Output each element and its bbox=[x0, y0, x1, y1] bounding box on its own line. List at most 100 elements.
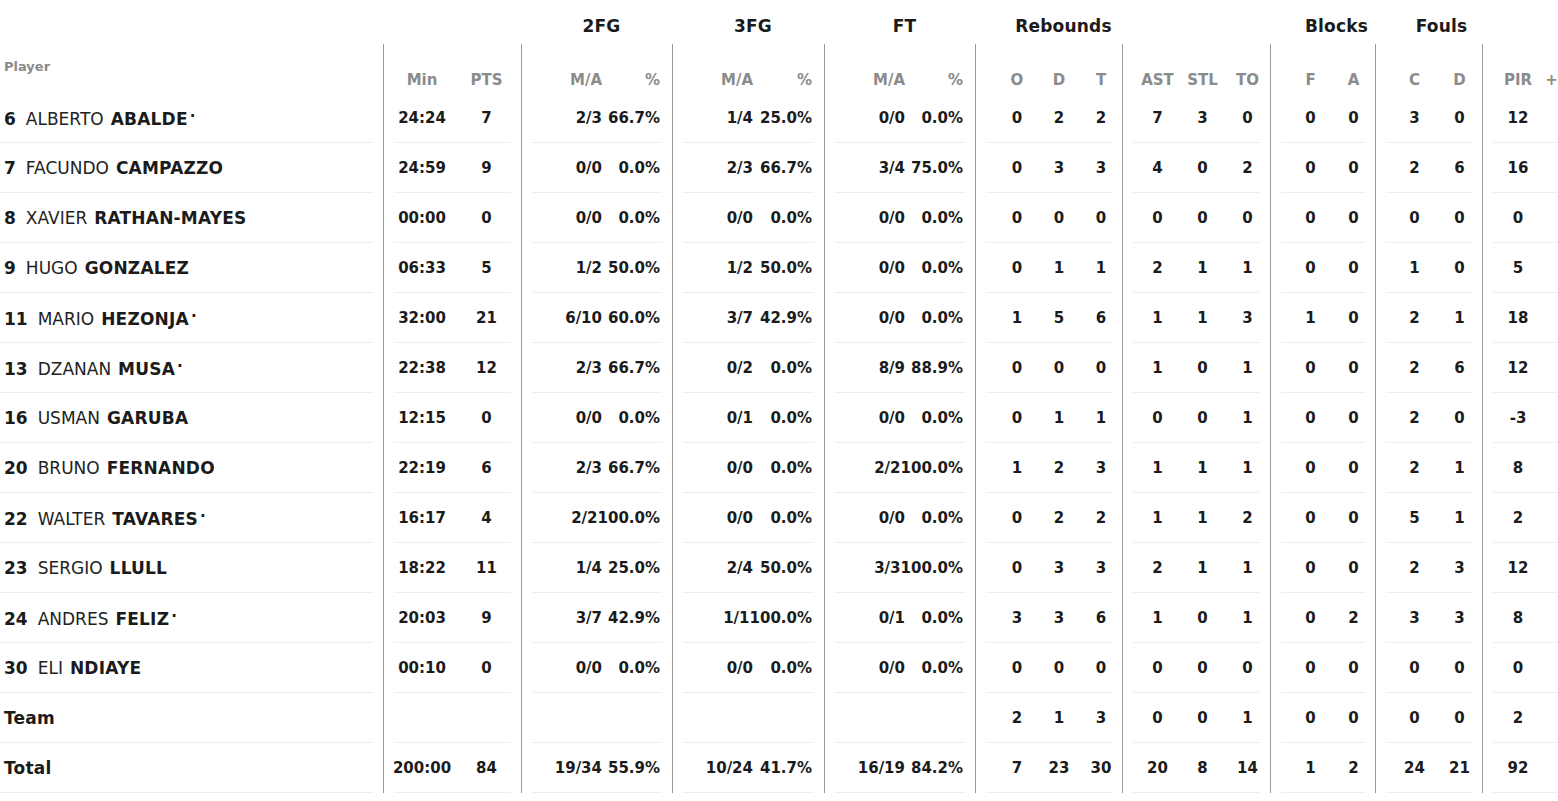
ft-percentage: 88.9% bbox=[905, 359, 975, 377]
col-header-reb-o[interactable]: O bbox=[996, 71, 1038, 89]
min-pts-cell: 18:22 11 bbox=[383, 543, 521, 593]
steals-value: 1 bbox=[1180, 559, 1225, 577]
player-cell: 22WALTERTAVARES· bbox=[0, 493, 383, 543]
col-header-min[interactable]: Min bbox=[392, 71, 452, 89]
assists-value: 2 bbox=[1135, 559, 1180, 577]
steals-value: 0 bbox=[1180, 709, 1225, 727]
min-pts-cell: 200:00 84 bbox=[383, 743, 521, 793]
assists-value: 4 bbox=[1135, 159, 1180, 177]
minutes-value: 20:03 bbox=[392, 609, 452, 627]
player-row[interactable]: 22WALTERTAVARES· 16:17 4 2/2 100.0% 0/0 … bbox=[0, 493, 1558, 543]
col-header-foul-c[interactable]: C bbox=[1392, 71, 1437, 89]
fouls-committed: 2 bbox=[1392, 459, 1437, 477]
3fg-percentage: 0.0% bbox=[753, 409, 824, 427]
col-header-reb-t[interactable]: T bbox=[1080, 71, 1122, 89]
rebounds-defensive: 2 bbox=[1038, 459, 1080, 477]
player-row[interactable]: 24ANDRESFELIZ· 20:03 9 3/7 42.9% 1/1 100… bbox=[0, 593, 1558, 643]
2fg-percentage: 100.0% bbox=[598, 509, 672, 527]
ft-percentage: 84.2% bbox=[905, 759, 975, 777]
fouls-drawn: 21 bbox=[1437, 759, 1482, 777]
col-header-blk-a[interactable]: A bbox=[1332, 71, 1375, 89]
points-value: 5 bbox=[452, 259, 521, 277]
ft-made-attempted: 0/0 bbox=[825, 259, 905, 277]
3fg-made-attempted: 0/1 bbox=[673, 409, 753, 427]
col-header-pir[interactable]: PIR bbox=[1491, 71, 1545, 89]
player-number: 20 bbox=[4, 458, 28, 478]
col-header-pts[interactable]: PTS bbox=[452, 71, 521, 89]
3fg-made-attempted: 1/1 bbox=[673, 609, 750, 627]
col-header-3fg-ma[interactable]: M/A bbox=[673, 71, 753, 89]
group-header-ft: FT bbox=[824, 8, 975, 44]
player-last-name: LLULL bbox=[110, 558, 168, 578]
minutes-value: 16:17 bbox=[392, 509, 452, 527]
blocks-against: 2 bbox=[1332, 759, 1375, 777]
player-row[interactable]: 6ALBERTOABALDE· 24:24 7 2/3 66.7% 1/4 25… bbox=[0, 93, 1558, 143]
rebounds-cell: 3 3 6 bbox=[975, 593, 1122, 643]
col-header-blk-f[interactable]: F bbox=[1289, 71, 1332, 89]
player-number: 9 bbox=[4, 258, 16, 278]
col-header-plus[interactable]: + bbox=[1545, 71, 1558, 89]
fouls-committed: 24 bbox=[1392, 759, 1437, 777]
pir-cell: 12 bbox=[1482, 93, 1558, 143]
player-last-name: NDIAYE bbox=[70, 658, 141, 678]
col-header-stl[interactable]: STL bbox=[1180, 71, 1225, 89]
player-row[interactable]: 30ELINDIAYE 00:10 0 0/0 0.0% 0/0 0.0% 0/… bbox=[0, 643, 1558, 693]
col-header-2fg-pct[interactable]: % bbox=[602, 71, 672, 89]
col-header-reb-d[interactable]: D bbox=[1038, 71, 1080, 89]
fouls-cell: 24 21 bbox=[1375, 743, 1482, 793]
min-pts-cell: 16:17 4 bbox=[383, 493, 521, 543]
2fg-percentage: 66.7% bbox=[602, 109, 672, 127]
col-header-to[interactable]: TO bbox=[1225, 71, 1270, 89]
player-row[interactable]: 23SERGIOLLULL 18:22 11 1/4 25.0% 2/4 50.… bbox=[0, 543, 1558, 593]
player-last-name: CAMPAZZO bbox=[116, 158, 223, 178]
player-row[interactable]: 9HUGOGONZALEZ 06:33 5 1/2 50.0% 1/2 50.0… bbox=[0, 243, 1558, 293]
rebounds-total: 0 bbox=[1080, 359, 1122, 377]
col-group-ast-stl-to: AST STL TO bbox=[1122, 44, 1270, 93]
fouls-committed: 0 bbox=[1392, 659, 1437, 677]
player-number: 30 bbox=[4, 658, 28, 678]
blocks-cell: 0 0 bbox=[1270, 193, 1375, 243]
minutes-value: 00:10 bbox=[392, 659, 452, 677]
player-last-name: Total bbox=[4, 758, 51, 778]
assists-value: 0 bbox=[1135, 709, 1180, 727]
group-header-3fg: 3FG bbox=[672, 8, 824, 44]
player-first-name: ANDRES bbox=[38, 609, 109, 629]
player-first-name: XAVIER bbox=[26, 208, 87, 228]
ast-stl-to-cell: 1 1 3 bbox=[1122, 293, 1270, 343]
3fg-cell: 0/2 0.0% bbox=[672, 343, 824, 393]
3fg-percentage: 0.0% bbox=[753, 509, 824, 527]
fouls-cell: 0 0 bbox=[1375, 643, 1482, 693]
pir-cell: 2 bbox=[1482, 493, 1558, 543]
player-row[interactable]: 13DZANANMUSA· 22:38 12 2/3 66.7% 0/2 0.0… bbox=[0, 343, 1558, 393]
col-header-foul-d[interactable]: D bbox=[1437, 71, 1482, 89]
player-row[interactable]: 7FACUNDOCAMPAZZO 24:59 9 0/0 0.0% 2/3 66… bbox=[0, 143, 1558, 193]
col-header-ft-pct[interactable]: % bbox=[905, 71, 975, 89]
minutes-value: 18:22 bbox=[392, 559, 452, 577]
player-cell: Total bbox=[0, 743, 383, 793]
minutes-value: 32:00 bbox=[392, 309, 452, 327]
points-value: 0 bbox=[452, 409, 521, 427]
rebounds-cell: 0 0 0 bbox=[975, 343, 1122, 393]
blocks-cell: 0 0 bbox=[1270, 393, 1375, 443]
fouls-committed: 2 bbox=[1392, 559, 1437, 577]
steals-value: 0 bbox=[1180, 359, 1225, 377]
2fg-made-attempted: 2/2 bbox=[522, 509, 598, 527]
points-value: 84 bbox=[452, 759, 521, 777]
player-cell: 9HUGOGONZALEZ bbox=[0, 243, 383, 293]
3fg-percentage: 0.0% bbox=[753, 659, 824, 677]
player-row[interactable]: 20BRUNOFERNANDO 22:19 6 2/3 66.7% 0/0 0.… bbox=[0, 443, 1558, 493]
rebounds-total: 30 bbox=[1080, 759, 1122, 777]
col-group-ft: M/A % bbox=[824, 44, 975, 93]
ast-stl-to-cell: 2 1 1 bbox=[1122, 543, 1270, 593]
fouls-cell: 2 1 bbox=[1375, 293, 1482, 343]
starter-dot-icon: · bbox=[190, 107, 196, 125]
player-row[interactable]: 11MARIOHEZONJA· 32:00 21 6/10 60.0% 3/7 … bbox=[0, 293, 1558, 343]
col-header-2fg-ma[interactable]: M/A bbox=[522, 71, 602, 89]
col-header-ft-ma[interactable]: M/A bbox=[825, 71, 905, 89]
ft-percentage: 0.0% bbox=[905, 509, 975, 527]
col-header-3fg-pct[interactable]: % bbox=[753, 71, 824, 89]
player-row[interactable]: 16USMANGARUBA 12:15 0 0/0 0.0% 0/1 0.0% … bbox=[0, 393, 1558, 443]
player-number: 7 bbox=[4, 158, 16, 178]
player-row[interactable]: 8XAVIERRATHAN-MAYES 00:00 0 0/0 0.0% 0/0… bbox=[0, 193, 1558, 243]
col-header-ast[interactable]: AST bbox=[1135, 71, 1180, 89]
